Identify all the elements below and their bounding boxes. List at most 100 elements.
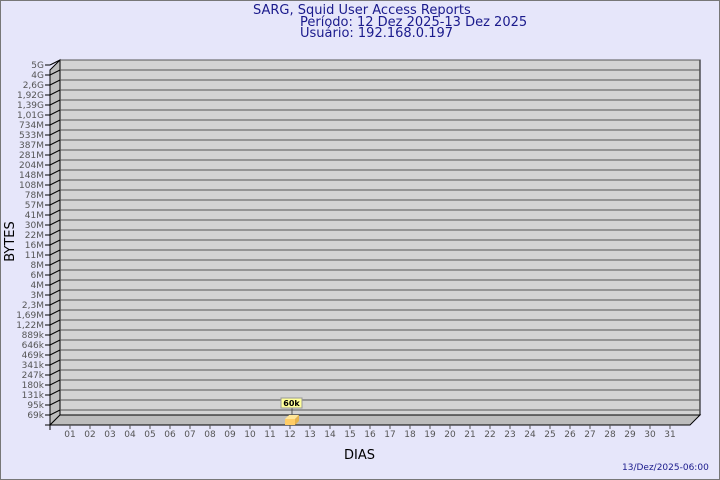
- y-tick-slant: [49, 209, 61, 216]
- x-tick-label: 01: [64, 430, 75, 440]
- y-tick-label: 30M: [25, 221, 44, 231]
- y-tick-slant: [49, 129, 61, 136]
- y-tick-label: 889k: [22, 331, 45, 341]
- y-tick-slant: [49, 179, 61, 186]
- plot-floor: [48, 414, 702, 426]
- chart-period: Período: 12 Dez 2025-13 Dez 2025: [300, 15, 528, 30]
- x-tick-label: 16: [364, 430, 376, 440]
- x-tick-label: 03: [104, 430, 115, 440]
- x-tick-label: 17: [384, 430, 395, 440]
- y-tick-slant: [49, 109, 61, 116]
- y-tick-slant: [49, 299, 61, 306]
- y-tick-label: 22M: [25, 231, 44, 241]
- x-tick-label: 25: [544, 430, 555, 440]
- y-tick-label: 2,3M: [22, 301, 44, 311]
- y-tick-slant: [49, 339, 61, 346]
- y-tick-label: 8M: [31, 261, 45, 271]
- y-tick-slant: [49, 359, 61, 366]
- y-tick-label: 247k: [22, 371, 45, 381]
- y-tick-slant: [49, 89, 61, 96]
- y-tick-label: 108M: [19, 181, 44, 191]
- bar-top: [285, 415, 299, 419]
- x-tick-label: 18: [404, 430, 416, 440]
- bar-side: [295, 415, 299, 425]
- plot-back-wall: [59, 59, 701, 416]
- y-tick-slant: [49, 349, 61, 356]
- y-tick-slant: [49, 69, 61, 76]
- x-tick-label: 04: [124, 430, 136, 440]
- y-tick-label: 41M: [25, 211, 44, 221]
- x-tick-label: 19: [424, 430, 436, 440]
- x-tick-label: 21: [464, 430, 475, 440]
- y-tick-slant: [49, 399, 61, 406]
- x-tick-label: 26: [564, 430, 576, 440]
- y-tick-slant: [49, 219, 61, 226]
- y-tick-slant: [49, 329, 61, 336]
- x-tick-label: 31: [664, 430, 675, 440]
- y-tick-label: 1,69M: [16, 311, 44, 321]
- y-tick-slant: [49, 79, 61, 86]
- y-axis-label: BYTES: [2, 221, 18, 262]
- y-tick-label: 2,6G: [23, 81, 44, 91]
- x-tick-label: 05: [144, 430, 155, 440]
- y-tick-slant: [49, 259, 61, 266]
- x-tick-label: 24: [524, 430, 536, 440]
- y-tick-slant: [49, 389, 61, 396]
- x-tick-label: 14: [324, 430, 336, 440]
- x-tick-label: 10: [244, 430, 256, 440]
- y-tick-label: 4M: [31, 281, 45, 291]
- y-tick-slant: [49, 189, 61, 196]
- y-tick-slant: [49, 369, 61, 376]
- y-tick-slant: [49, 119, 61, 126]
- y-tick-label: 6M: [31, 271, 45, 281]
- y-tick-label: 16M: [25, 241, 44, 251]
- y-tick-label: 1,01G: [17, 111, 44, 121]
- x-tick-label: 23: [504, 430, 515, 440]
- x-tick-label: 02: [84, 430, 95, 440]
- y-tick-slant: [49, 239, 61, 246]
- y-tick-slant: [49, 59, 61, 66]
- y-tick-label: 78M: [25, 191, 44, 201]
- y-tick-slant: [49, 229, 61, 236]
- y-tick-slant: [49, 379, 61, 386]
- y-tick-slant: [49, 319, 61, 326]
- y-tick-label: 341k: [22, 361, 45, 371]
- y-tick-label: 57M: [25, 201, 44, 211]
- y-tick-slant: [49, 279, 61, 286]
- y-tick-slant: [49, 139, 61, 146]
- y-tick-slant: [49, 409, 61, 416]
- y-tick-label: 646k: [22, 341, 45, 351]
- y-tick-slant: [49, 269, 61, 276]
- y-tick-label: 180k: [22, 381, 45, 391]
- x-tick-label: 08: [204, 430, 216, 440]
- y-tick-label: 469k: [22, 351, 45, 361]
- y-tick-label: 1,92G: [17, 91, 44, 101]
- x-tick-label: 12: [284, 430, 295, 440]
- y-tick-label: 204M: [19, 161, 44, 171]
- x-tick-label: 30: [644, 430, 656, 440]
- y-tick-label: 281M: [19, 151, 44, 161]
- y-tick-label: 148M: [19, 171, 44, 181]
- y-tick-slant: [49, 249, 61, 256]
- bar-data-label: 60k: [283, 399, 300, 408]
- x-tick-label: 15: [344, 430, 355, 440]
- x-tick-label: 06: [164, 430, 176, 440]
- y-tick-label: 1,22M: [16, 321, 44, 331]
- chart-user: Usuário: 192.168.0.197: [300, 26, 454, 41]
- y-tick-slant: [49, 169, 61, 176]
- y-tick-label: 69k: [27, 411, 44, 421]
- y-tick-slant: [49, 309, 61, 316]
- bar: [285, 419, 295, 425]
- y-tick-label: 734M: [19, 121, 44, 131]
- y-tick-slant: [49, 99, 61, 106]
- y-tick-label: 1,39G: [17, 101, 44, 111]
- x-tick-label: 11: [264, 430, 275, 440]
- y-tick-label: 3M: [31, 291, 45, 301]
- y-tick-slant: [49, 149, 61, 156]
- x-tick-label: 13: [304, 430, 315, 440]
- x-tick-label: 09: [224, 430, 236, 440]
- y-tick-label: 5G: [31, 61, 44, 71]
- x-tick-label: 20: [444, 430, 456, 440]
- y-tick-slant: [49, 199, 61, 206]
